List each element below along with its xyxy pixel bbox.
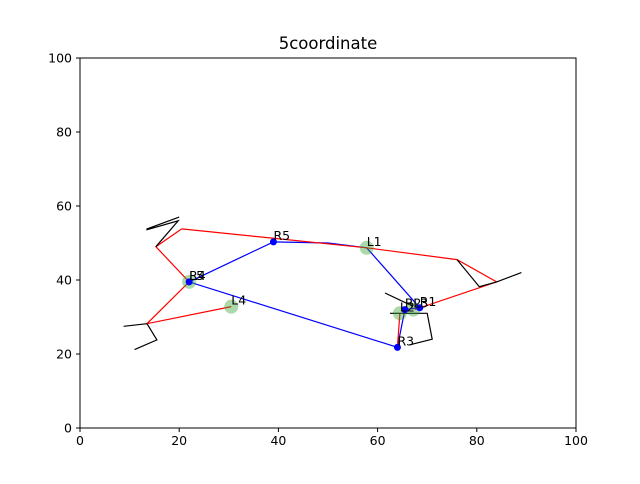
point-label-r2: R2: [405, 296, 422, 311]
x-tick-label: 100: [564, 433, 588, 448]
point-label-l5: L5: [189, 268, 204, 283]
point-label-r3: R3: [397, 333, 414, 348]
marker-r2: [401, 306, 409, 314]
series-line-black-6: [134, 323, 158, 351]
point-label-l3: L3: [413, 296, 428, 311]
marker-l1: [359, 240, 374, 255]
axes-frame: [79, 57, 577, 429]
y-tick-label: 80: [56, 125, 72, 140]
series-line-blue-0: [187, 241, 422, 349]
point-label-r5: R5: [273, 228, 290, 243]
x-tick-label: 60: [370, 433, 386, 448]
point-label-l2: L2: [400, 299, 415, 314]
series-line-black-8: [384, 292, 413, 307]
marker-r5: [269, 238, 277, 246]
marker-r3: [393, 343, 401, 351]
series-line-black-4: [146, 216, 180, 248]
x-tick-label: 20: [171, 433, 187, 448]
y-tick-label: 100: [48, 51, 72, 66]
marker-r4: [185, 278, 193, 286]
y-tick-label: 40: [56, 273, 72, 288]
x-tick-label: 0: [76, 433, 84, 448]
y-axis: 0 20 40 60 80 100: [48, 51, 80, 436]
point-label-l1: L1: [367, 234, 382, 249]
y-tick-label: 20: [56, 347, 72, 362]
series-line-black-5: [123, 323, 148, 327]
x-axis: 0 20 40 60 80 100: [76, 428, 588, 448]
point-label-r4: R4: [189, 268, 206, 283]
x-tick-label: 40: [270, 433, 286, 448]
point-label-l4: L4: [231, 293, 246, 308]
series-line-black-9: [390, 312, 433, 346]
y-tick-label: 0: [64, 421, 72, 436]
point-label-r1: R1: [420, 294, 437, 309]
series-line-black-7: [456, 259, 522, 288]
x-tick-label: 80: [469, 433, 485, 448]
y-tick-label: 60: [56, 199, 72, 214]
series-line-red-3: [396, 313, 401, 348]
marker-l4: [224, 299, 239, 314]
marker-r1: [416, 304, 424, 312]
chart-title: 5coordinate: [279, 34, 378, 53]
